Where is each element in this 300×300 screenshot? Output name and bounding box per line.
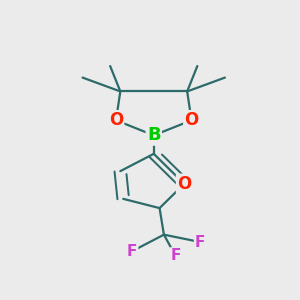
- Text: O: O: [177, 175, 191, 193]
- Text: F: F: [170, 248, 181, 263]
- Text: F: F: [127, 244, 137, 259]
- Text: F: F: [195, 235, 206, 250]
- Text: O: O: [184, 111, 199, 129]
- Text: O: O: [109, 111, 123, 129]
- Text: B: B: [147, 126, 160, 144]
